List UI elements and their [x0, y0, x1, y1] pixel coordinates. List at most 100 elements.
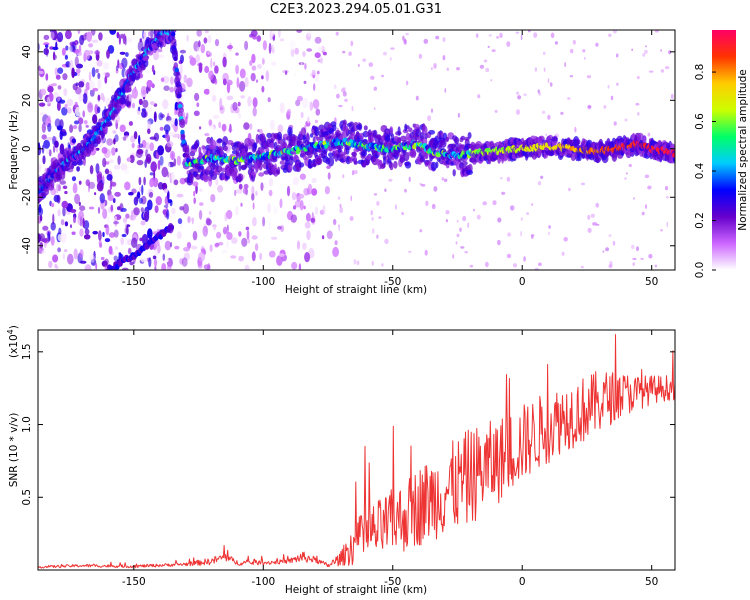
spectrogram-speckle — [587, 227, 592, 233]
snr-x-tick-label: -50 — [384, 576, 401, 588]
spectrogram-speckle — [500, 177, 503, 180]
spectrogram-speckle — [186, 34, 189, 42]
spectrogram-speckle — [71, 176, 77, 182]
spectrogram-speckle — [82, 110, 85, 118]
spectrogram-speckle — [260, 68, 267, 74]
spectrogram-speckle — [408, 176, 411, 182]
spectrogram-speckle — [609, 260, 613, 267]
spectrogram-speckle — [64, 54, 68, 60]
spectrogram-y-tick-label: -40 — [21, 237, 33, 254]
spectrogram-speckle — [605, 247, 609, 252]
spectrogram-speckle — [569, 75, 574, 78]
spectrogram-speckle — [383, 51, 387, 56]
spectrogram-speckle — [595, 202, 599, 208]
spectrogram-speckle — [124, 221, 127, 227]
spectrogram-speckle — [222, 226, 228, 235]
spectrogram-ridge-halo — [382, 152, 387, 161]
spectrogram-speckle — [70, 208, 77, 213]
snr-x-axis-label: Height of straight line (km) — [285, 584, 427, 596]
spectrogram-speckle — [101, 147, 108, 154]
spectrogram-speckle — [237, 101, 241, 107]
spectrogram-speckle — [648, 253, 653, 259]
spectrogram-speckle — [251, 53, 256, 64]
spectrogram-speckle — [165, 115, 172, 122]
spectrogram-speckle — [668, 50, 672, 55]
spectrogram-speckle — [106, 174, 113, 181]
spectrogram-speckle — [122, 136, 127, 141]
spectrogram-ridge-halo — [263, 170, 270, 175]
spectrogram-speckle — [479, 64, 485, 69]
spectrogram-speckle — [43, 139, 50, 149]
spectrogram-speckle — [95, 163, 100, 174]
spectrogram-ridge-halo — [64, 165, 71, 171]
colorbar-gradient — [712, 30, 736, 270]
spectrogram-speckle — [153, 169, 156, 181]
spectrogram-speckle — [309, 101, 313, 111]
spectrogram-speckle — [660, 49, 662, 52]
spectrogram-speckle — [268, 189, 273, 197]
snr-y-tick-label: 1.0 — [21, 416, 33, 433]
spectrogram-speckle — [289, 40, 296, 51]
spectrogram-speckle — [255, 79, 259, 83]
spectrogram-speckle — [243, 122, 250, 130]
spectrogram-speckle — [580, 182, 586, 186]
spectrogram-speckle — [631, 48, 634, 52]
spectrogram-speckle — [51, 83, 57, 87]
spectrogram-speckle — [162, 99, 169, 110]
spectrogram-speckle — [635, 102, 640, 106]
spectrogram-speckle — [456, 233, 460, 238]
spectrogram-speckle — [238, 255, 245, 262]
spectrogram-speckle — [431, 67, 433, 71]
spectrogram-speckle — [43, 42, 50, 46]
snr-x-tick-label: 50 — [645, 576, 658, 588]
spectrogram-speckle — [52, 46, 59, 51]
spectrogram-speckle — [140, 85, 147, 95]
spectrogram-speckle — [588, 105, 592, 109]
spectrogram-speckle — [236, 77, 240, 89]
spectrogram-speckle — [312, 99, 320, 109]
spectrogram-speckle — [95, 262, 98, 270]
spectrogram-speckle — [193, 197, 196, 204]
spectrogram-speckle — [48, 149, 52, 157]
spectrogram-speckle — [441, 177, 444, 181]
colorbar: 0.0 0.2 0.4 0.6 0.8 Normalized spectral ampl… — [694, 30, 749, 278]
spectrogram-speckle — [79, 249, 84, 259]
spectrogram-speckle — [476, 214, 481, 220]
spectrogram-speckle — [306, 30, 312, 37]
spectrogram-speckle — [47, 86, 54, 93]
spectrogram-speckle — [202, 225, 209, 237]
snr-x-tick-label: -150 — [122, 576, 146, 588]
spectrogram-speckle — [433, 63, 437, 69]
spectrogram-speckle — [52, 135, 56, 145]
spectrogram-speckle — [204, 30, 209, 34]
spectrogram-speckle — [296, 95, 303, 102]
spectrogram-speckle — [279, 38, 285, 42]
spectrogram-speckle — [162, 75, 170, 84]
spectrogram-ridge-halo — [269, 142, 275, 149]
spectrogram-speckle — [299, 173, 306, 180]
spectrogram-speckle — [315, 108, 321, 116]
spectrogram-speckle — [140, 257, 148, 263]
spectrogram-speckle — [586, 75, 592, 79]
spectrogram-speckle — [210, 57, 213, 69]
spectrogram-speckle — [203, 88, 210, 95]
spectrogram-speckle — [186, 241, 192, 249]
spectrogram-speckle — [113, 164, 121, 170]
spectrogram-speckle — [494, 109, 498, 113]
spectrogram-ridge-halo — [353, 160, 358, 165]
spectrogram-speckle — [129, 215, 136, 221]
spectrogram-speckle — [251, 193, 255, 201]
spectrogram-speckle — [199, 202, 204, 206]
spectrogram-ridge-halo — [44, 186, 50, 196]
spectrogram-speckle — [488, 34, 492, 37]
spectrogram-speckle — [73, 216, 76, 224]
spectrogram-speckle — [145, 105, 153, 113]
spectrogram-ridge-point — [171, 31, 176, 37]
spectrogram-ridge-halo — [178, 118, 186, 128]
spectrogram-speckle — [310, 217, 316, 223]
spectrogram-speckle — [442, 37, 446, 42]
spectrogram-speckle — [56, 31, 64, 43]
spectrogram-speckle — [339, 203, 342, 209]
spectrogram-speckle — [234, 189, 237, 197]
spectrogram-speckle — [550, 32, 555, 39]
